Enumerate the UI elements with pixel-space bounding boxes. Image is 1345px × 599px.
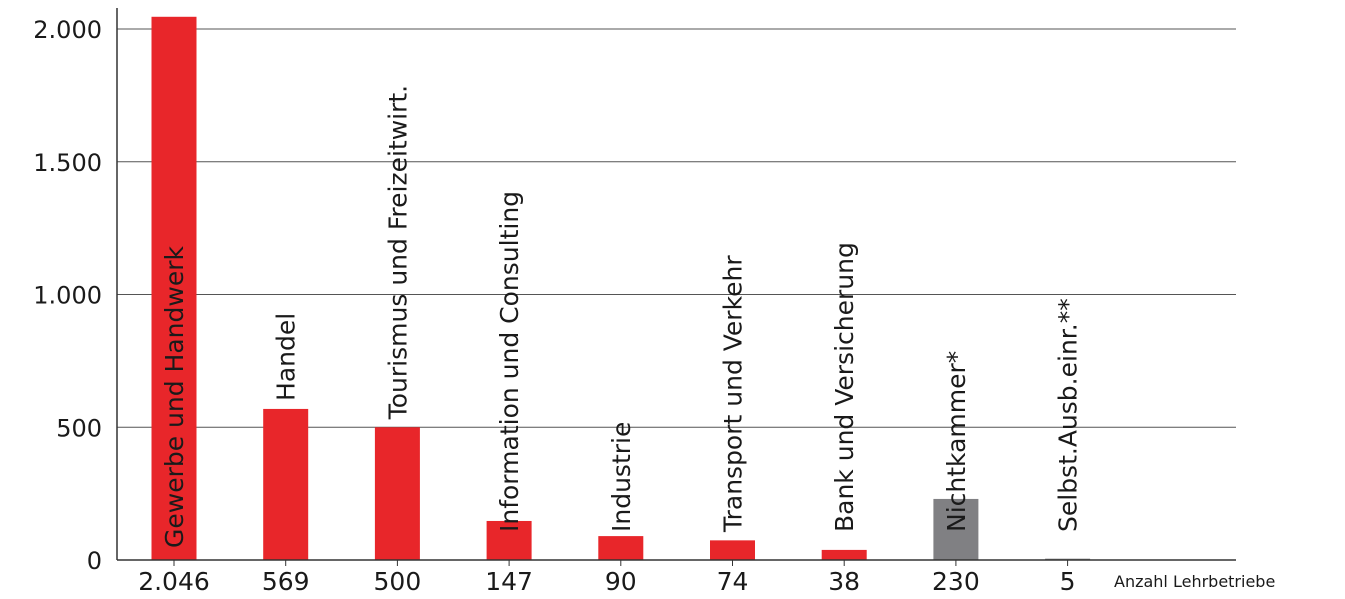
y-tick-label: 0 <box>87 547 102 575</box>
y-tick-label: 2.000 <box>33 16 102 44</box>
value-label: 74 <box>717 567 749 596</box>
category-label: Transport und Verkehr <box>719 255 748 533</box>
bar <box>710 540 755 560</box>
bar <box>263 408 309 560</box>
y-tick-label: 1.500 <box>33 149 102 177</box>
value-label: 569 <box>262 567 310 596</box>
category-label: Nichtkammer* <box>942 351 971 532</box>
category-label: Gewerbe und Handwerk <box>160 246 189 549</box>
axes <box>116 8 1236 566</box>
bar <box>598 536 644 560</box>
category-label: Handel <box>272 313 301 401</box>
category-label: Selbst.Ausb.einr.** <box>1054 298 1083 532</box>
value-label: 230 <box>932 567 980 596</box>
category-label: Tourismus und Freizeitwirt. <box>383 85 412 420</box>
unit-label: Anzahl Lehrbetriebe <box>1114 572 1275 591</box>
value-label: 90 <box>605 567 637 596</box>
labels: 0 500 1.000 1.500 2.000 2.046 Gewerbe und Hand… <box>33 16 1082 596</box>
bar <box>374 427 420 560</box>
value-label: 147 <box>485 567 533 596</box>
y-tick-label: 500 <box>56 414 102 442</box>
bar <box>821 549 867 560</box>
bar <box>486 520 532 560</box>
value-label: 5 <box>1060 567 1076 596</box>
category-label: Industrie <box>607 422 636 532</box>
category-label: Information und Consulting <box>495 191 524 532</box>
bar <box>933 498 979 560</box>
grid-lines <box>117 28 1236 428</box>
value-label: 500 <box>374 567 422 596</box>
category-label: Bank und Versicherung <box>830 242 859 532</box>
value-label: 2.046 <box>138 567 210 596</box>
y-tick-label: 1.000 <box>33 282 102 310</box>
bar <box>151 16 197 561</box>
value-label: 38 <box>828 567 860 596</box>
